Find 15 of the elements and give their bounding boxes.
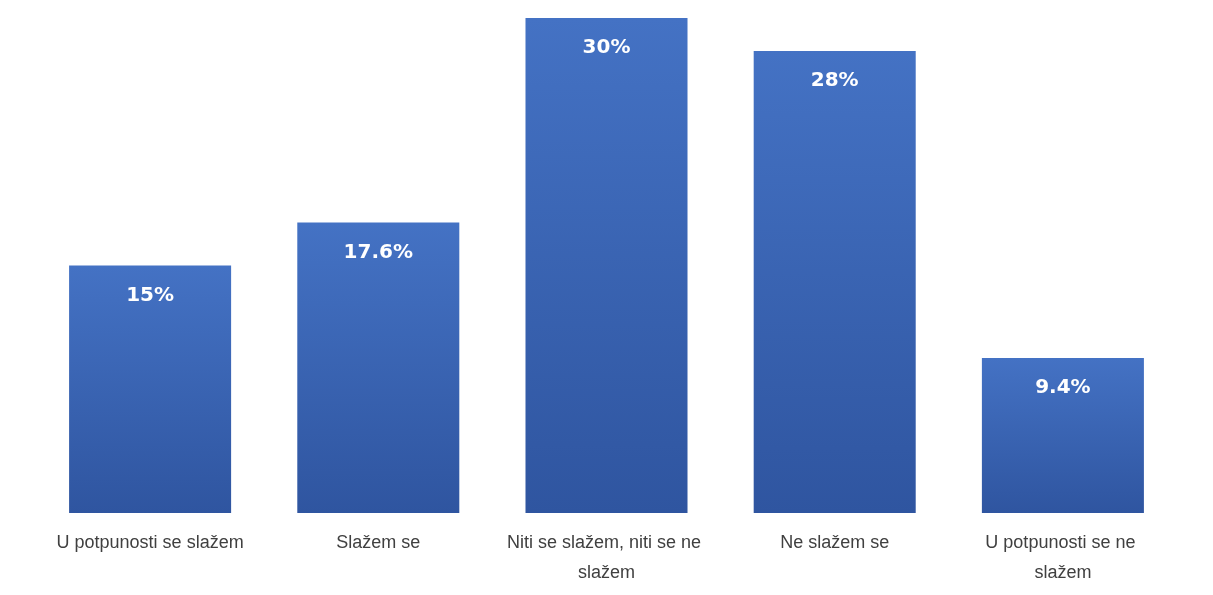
- x-tick-label: Slažem se: [336, 532, 421, 552]
- data-label: 30%: [582, 34, 631, 58]
- data-label: 28%: [810, 67, 859, 91]
- data-label: 15%: [126, 281, 175, 306]
- x-tick-label: U potpunosti se slažem: [56, 532, 244, 552]
- bar: [753, 51, 916, 513]
- bar: [981, 357, 1144, 513]
- bar: [69, 265, 232, 513]
- data-label: 17.6%: [343, 238, 413, 263]
- x-tick-label: Ne slažem se: [780, 532, 890, 552]
- x-tick-label: Niti se slažem, niti se ne slažem: [506, 532, 707, 582]
- bar: [297, 222, 460, 513]
- data-label: 9.4%: [1035, 373, 1091, 398]
- x-tick-label: U potpunosti se ne slažem: [985, 532, 1141, 582]
- bar: [525, 18, 688, 513]
